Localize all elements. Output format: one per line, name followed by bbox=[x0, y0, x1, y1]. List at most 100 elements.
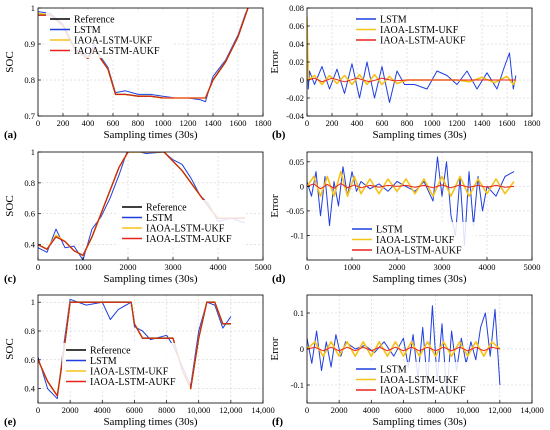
panel-label: (d) bbox=[272, 273, 286, 285]
y-tick-label: 0.7 bbox=[24, 111, 35, 121]
y-tick-label: 0.1 bbox=[293, 308, 304, 318]
x-axis-label: Sampling times (30s) bbox=[372, 129, 466, 141]
y-tick-label: 0.6 bbox=[24, 355, 35, 365]
y-tick-label: 0.08 bbox=[289, 3, 304, 13]
y-tick-label: 1 bbox=[31, 297, 35, 307]
y-tick-label: 0.6 bbox=[24, 209, 35, 219]
x-tick-label: 1000 bbox=[155, 118, 172, 128]
legend-entry: LSTM bbox=[146, 213, 173, 224]
series-line-lstm bbox=[307, 156, 515, 246]
axes-frame bbox=[37, 7, 264, 117]
x-axis-label: Sampling times (30s) bbox=[103, 416, 197, 428]
axes-frame bbox=[306, 151, 533, 261]
x-tick-label: 0 bbox=[36, 118, 40, 128]
x-tick-label: 600 bbox=[107, 118, 120, 128]
y-tick-label: 0.4 bbox=[24, 240, 35, 250]
y-tick-label: 0.8 bbox=[24, 326, 35, 336]
x-tick-label: 1400 bbox=[474, 118, 491, 128]
panel-d: 0 1000 2000 3000 4000 5000 -0.1 -0.05 0 0.05 Sampl… bbox=[269, 151, 541, 285]
panel-label: (e) bbox=[4, 416, 17, 428]
x-tick-label: 4000 bbox=[479, 262, 496, 272]
y-tick-label: -0.1 bbox=[291, 230, 304, 240]
series-line-iaoa-lstm-ukf bbox=[307, 16, 517, 86]
series-line-iaoa-lstm-aukf bbox=[38, 301, 231, 397]
x-tick-label: 1200 bbox=[449, 118, 466, 128]
y-tick-label: 0 bbox=[300, 75, 304, 85]
y-tick-label: 0.8 bbox=[24, 178, 35, 188]
x-tick-label: 8000 bbox=[158, 405, 175, 415]
series-line-lstm bbox=[307, 16, 517, 103]
panel-label: (f) bbox=[272, 416, 283, 428]
x-tick-label: 3000 bbox=[434, 262, 451, 272]
panel-label: (b) bbox=[272, 129, 286, 141]
x-tick-label: 1000 bbox=[424, 118, 441, 128]
x-tick-label: 6000 bbox=[395, 405, 412, 415]
x-axis-label: Sampling times (30s) bbox=[103, 129, 197, 141]
y-axis-label: Error bbox=[269, 337, 281, 361]
x-axis-label: Sampling times (30s) bbox=[372, 416, 466, 428]
series-line-iaoa-lstm-aukf bbox=[307, 77, 516, 83]
y-tick-label: 0.4 bbox=[24, 384, 35, 394]
legend-entry: IAOA-LSTM-UKF bbox=[380, 375, 459, 386]
x-tick-label: 12,000 bbox=[488, 405, 511, 415]
y-axis-label: SOC bbox=[4, 51, 16, 72]
x-tick-label: 14,000 bbox=[251, 405, 274, 415]
legend-entry: IAOA-LSTM-UKF bbox=[74, 36, 153, 47]
series-line-iaoa-lstm-ukf bbox=[307, 170, 515, 197]
legend-entry: Reference bbox=[90, 346, 131, 357]
x-tick-label: 800 bbox=[401, 118, 414, 128]
y-axis-label: Error bbox=[269, 194, 281, 218]
y-tick-label: 0.04 bbox=[289, 39, 305, 49]
x-tick-label: 600 bbox=[376, 118, 389, 128]
legend-entry: Reference bbox=[146, 203, 187, 214]
panel-c: 0 1000 2000 3000 4000 5000 0.4 0.6 0.8 1 Sampling … bbox=[4, 147, 272, 285]
y-tick-label: 0.8 bbox=[24, 75, 35, 85]
panel-label: (a) bbox=[4, 129, 17, 141]
x-tick-label: 8000 bbox=[427, 405, 444, 415]
legend-entry: IAOA-LSTM-UKF bbox=[90, 367, 169, 378]
x-tick-label: 1000 bbox=[344, 262, 361, 272]
y-tick-label: 0 bbox=[300, 344, 304, 354]
x-tick-label: 200 bbox=[57, 118, 70, 128]
x-tick-label: 0 bbox=[36, 262, 40, 272]
x-tick-label: 1600 bbox=[230, 118, 247, 128]
y-tick-label: -0.05 bbox=[286, 206, 304, 216]
series-line-iaoa-lstm-aukf bbox=[307, 182, 515, 190]
x-tick-label: 4000 bbox=[210, 262, 227, 272]
legend-entry: IAOA-LSTM-AUKF bbox=[376, 246, 462, 257]
x-tick-label: 4000 bbox=[363, 405, 380, 415]
axes-frame bbox=[37, 151, 264, 261]
x-tick-label: 6000 bbox=[126, 405, 143, 415]
x-tick-label: 800 bbox=[132, 118, 145, 128]
x-tick-label: 5000 bbox=[524, 262, 541, 272]
x-tick-label: 1800 bbox=[524, 118, 541, 128]
x-tick-label: 10,000 bbox=[187, 405, 210, 415]
x-tick-label: 10,000 bbox=[456, 405, 479, 415]
series-line-iaoa-lstm-aukf bbox=[307, 346, 501, 352]
legend-entry: IAOA-LSTM-UKF bbox=[380, 25, 459, 36]
x-tick-label: 2000 bbox=[389, 262, 406, 272]
panel-b: 0 200 400 600 800 1000 1200 1400 1600 1800 -0.04 -0… bbox=[269, 3, 541, 141]
panel-f: 0 2000 4000 6000 8000 10,000 12,000 14,000 -0.1 0… bbox=[269, 294, 544, 428]
y-tick-label: -0.1 bbox=[291, 380, 304, 390]
x-tick-label: 1000 bbox=[75, 262, 92, 272]
legend-entry: IAOA-LSTM-UKF bbox=[376, 235, 455, 246]
axes-frame bbox=[37, 294, 264, 404]
legend-entry: IAOA-LSTM-AUKF bbox=[146, 234, 232, 245]
legend-entry: LSTM bbox=[74, 25, 101, 36]
y-axis-label: Error bbox=[269, 50, 281, 74]
x-tick-label: 0 bbox=[305, 405, 309, 415]
x-tick-label: 4000 bbox=[94, 405, 111, 415]
x-tick-label: 400 bbox=[82, 118, 95, 128]
x-tick-label: 0 bbox=[305, 118, 309, 128]
legend-entry: LSTM bbox=[380, 15, 407, 26]
y-tick-label: -0.02 bbox=[286, 93, 304, 103]
y-tick-label: 0.06 bbox=[289, 21, 304, 31]
legend-entry: IAOA-LSTM-AUKF bbox=[380, 36, 466, 47]
